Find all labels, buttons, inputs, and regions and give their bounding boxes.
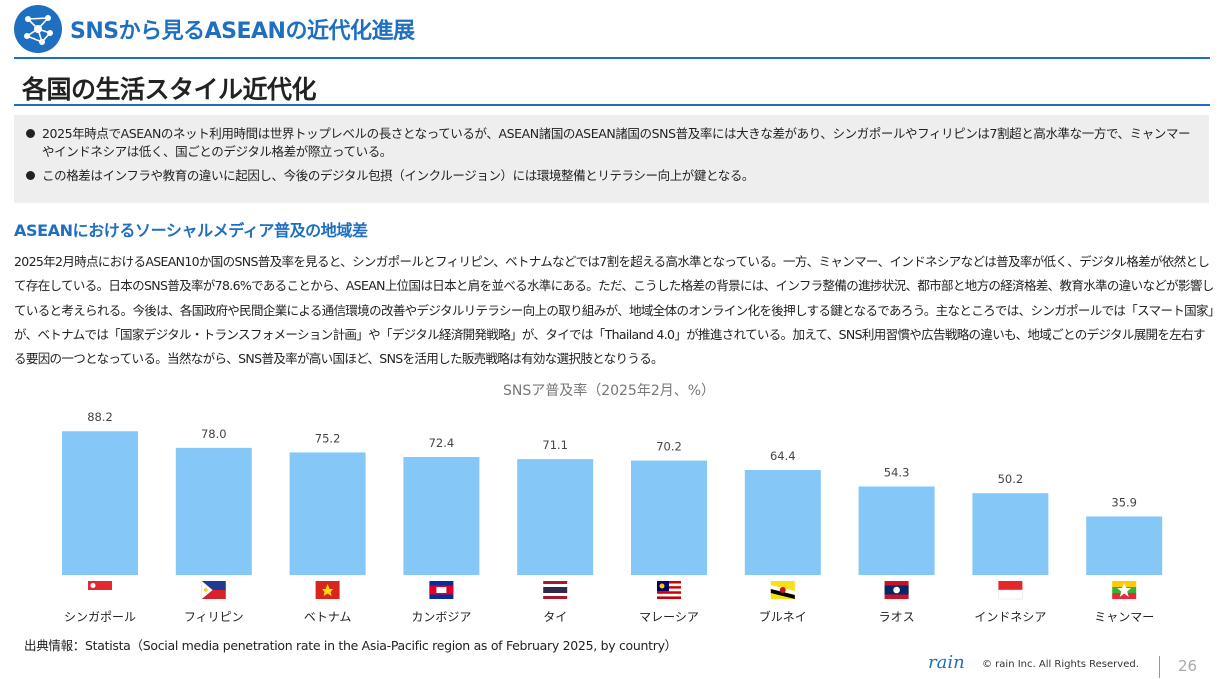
flag-singapore-icon (88, 581, 112, 599)
summary-bullet-text: この格差はインフラや教育の違いに起因し、今後のデジタル包摂（インクルージョン）に… (42, 168, 755, 183)
flag-vietnam-icon (315, 581, 340, 599)
flag-stripe (543, 584, 568, 587)
bar-value-label: 88.2 (87, 410, 113, 424)
category-label: ブルネイ (759, 609, 807, 624)
flag-stripe (201, 590, 226, 599)
flag-thailand-icon (543, 581, 568, 599)
category-label: シンガポール (64, 610, 136, 624)
chart-bar (62, 431, 138, 575)
flag-emblem (436, 587, 447, 593)
bar-chart: 88.2 シンガポール 78.0 フィリピン 75.2 ベトナム 72.4 カンボジア 71.1… (62, 410, 1163, 624)
page-number: 26 (1178, 657, 1198, 675)
summary-list: 2025年時点でASEANのネット利用時間は世界トップレベルの長さとなっているが… (14, 115, 1209, 185)
chart-bar (517, 459, 594, 575)
bar-value-label: 35.9 (1111, 495, 1137, 509)
flag-stripe (543, 581, 568, 584)
source-note: 出典情報：Statista（Social media penetration r… (24, 638, 677, 653)
bar-value-label: 72.4 (429, 436, 455, 450)
summary-bullet: この格差はインフラや教育の違いに起因し、今後のデジタル包摂（インクルージョン）に… (24, 167, 1195, 185)
flag-malaysia-icon (657, 581, 681, 599)
chart-bar (744, 470, 821, 575)
flag-myanmar-icon (1112, 581, 1137, 599)
chart-bar (631, 460, 707, 575)
category-label: タイ (543, 610, 567, 624)
flag-stripe (998, 589, 1023, 600)
flag-stripe (1112, 593, 1137, 599)
header-divider (14, 57, 1210, 59)
chart-bar (403, 456, 480, 575)
flag-philippines-icon (201, 581, 226, 599)
bar-value-label: 78.0 (201, 427, 227, 441)
flag-emblem (893, 586, 900, 594)
slide-header: SNSから見るASEANの近代化進展 (0, 0, 1218, 58)
network-icon (14, 5, 62, 53)
flag-brunei-icon (770, 581, 795, 599)
summary-box: 2025年時点でASEANのネット利用時間は世界トップレベルの長さとなっているが… (14, 115, 1209, 203)
page-title: 各国の生活スタイル近代化 (22, 75, 317, 104)
bar-value-label: 64.4 (770, 449, 796, 463)
category-label: ラオス (879, 610, 915, 624)
chart-bar (858, 486, 935, 575)
flag-stripe (88, 581, 112, 590)
flag-emblem (90, 583, 96, 588)
bar-value-label: 50.2 (998, 472, 1024, 486)
bar-value-label: 54.3 (884, 465, 910, 479)
flag-emblem (659, 583, 665, 589)
category-label: フィリピン (184, 610, 244, 624)
flag-stripe (543, 593, 568, 596)
bar-value-label: 75.2 (315, 431, 341, 445)
flag-emblem (779, 587, 786, 593)
chart-bar (972, 493, 1049, 575)
header-title: SNSから見るASEANの近代化進展 (70, 19, 415, 44)
flag-laos-icon (884, 581, 909, 599)
flag-stripe (770, 589, 795, 599)
summary-bullet: 2025年時点でASEANのネット利用時間は世界トップレベルの長さとなっているが… (24, 125, 1195, 161)
category-label: ミャンマー (1094, 610, 1154, 624)
flag-stripe (657, 591, 681, 594)
chart-bar (289, 452, 366, 575)
category-label: マレーシア (639, 610, 699, 624)
flag-indonesia-icon (998, 581, 1023, 600)
section-body: 2025年2月時点におけるASEAN10か国のSNS普及率を見ると、シンガポール… (14, 254, 1214, 367)
bullet-icon (26, 129, 35, 138)
flag-stripe (201, 581, 226, 590)
flag-star (1117, 583, 1132, 597)
section-heading: ASEANにおけるソーシャルメディア普及の地域差 (14, 221, 368, 240)
flag-stripe (998, 581, 1023, 590)
flag-stripe (543, 596, 568, 599)
chart-bar (175, 447, 252, 575)
title-divider (14, 104, 1210, 106)
flag-stripe (657, 593, 681, 597)
flag-stripe (543, 587, 568, 590)
copyright-text: © rain Inc. All Rights Reserved. (982, 659, 1139, 670)
flag-stripe (657, 596, 681, 599)
category-label: カンボジア (411, 610, 471, 624)
flag-stripe (88, 590, 112, 599)
bar-value-label: 71.1 (542, 438, 568, 452)
flag-emblem (204, 588, 208, 592)
chart-bar (1086, 516, 1163, 575)
chart-title: SNSア普及率（2025年2月、%） (502, 383, 716, 399)
flag-stripe (543, 590, 568, 593)
bar-value-label: 70.2 (656, 440, 682, 454)
summary-bullet-text: 2025年時点でASEANのネット利用時間は世界トップレベルの長さとなっているが… (42, 126, 1191, 159)
bullet-icon (26, 171, 35, 180)
flag-star (322, 584, 334, 596)
category-label: インドネシア (974, 610, 1046, 624)
footer-divider (1159, 656, 1160, 678)
category-label: ベトナム (304, 610, 352, 624)
flag-cambodia-icon (429, 581, 454, 599)
rain-logo: rain (928, 652, 965, 673)
